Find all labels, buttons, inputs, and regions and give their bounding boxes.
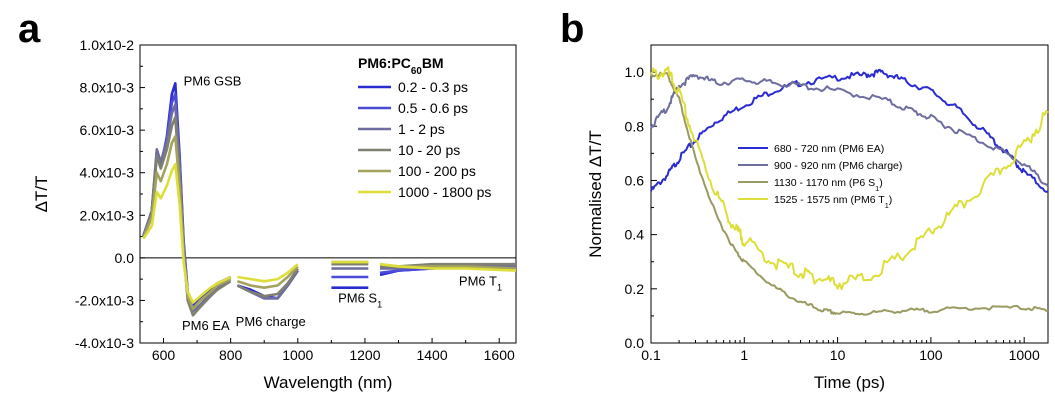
text-tail: BM bbox=[422, 55, 444, 71]
legend-label: 1000 - 1800 ps bbox=[398, 184, 491, 200]
x-tick-label: 600 bbox=[152, 347, 176, 363]
series-line-4-seg-0 bbox=[142, 135, 232, 311]
annotation: PM6 EA bbox=[182, 318, 230, 333]
x-tick-label: 0.1 bbox=[641, 347, 661, 363]
subscript: 1 bbox=[875, 184, 879, 193]
y-axis-label: ΔT/T bbox=[32, 176, 51, 213]
y-tick-label: 0.0 bbox=[625, 335, 645, 351]
legend-label: 0.5 - 0.6 ps bbox=[398, 100, 468, 116]
x-tick-label: 100 bbox=[919, 347, 943, 363]
subscript: 1 bbox=[497, 283, 502, 293]
x-tick-label: 10 bbox=[830, 347, 846, 363]
y-tick-label: 1.0 bbox=[625, 64, 645, 80]
y-tick-label: 1.0x10-2 bbox=[80, 37, 135, 53]
y-tick-label: 0.4 bbox=[625, 227, 645, 243]
y-tick-label: 0.8 bbox=[625, 118, 645, 134]
y-tick-label: 0.0 bbox=[115, 250, 135, 266]
plot-frame bbox=[650, 44, 1049, 344]
y-tick-label: 6.0x10-3 bbox=[80, 122, 135, 138]
x-axis-label: Wavelength (nm) bbox=[264, 373, 393, 392]
panel-a-letter: a bbox=[18, 7, 41, 51]
y-axis-label: Normalised ΔT/T bbox=[586, 130, 605, 258]
subscript: 1 bbox=[377, 300, 382, 310]
text-tail: ) bbox=[889, 194, 893, 206]
series-line-0 bbox=[650, 68, 1049, 193]
y-tick-label: 4.0x10-3 bbox=[80, 165, 135, 181]
x-tick-label: 1000 bbox=[1009, 347, 1040, 363]
series-line-3 bbox=[650, 66, 1049, 291]
y-tick-label: -4.0x10-3 bbox=[75, 335, 134, 351]
legend-label: 100 - 200 ps bbox=[398, 163, 476, 179]
y-tick-label: 2.0x10-3 bbox=[80, 207, 135, 223]
text-tail: ) bbox=[879, 177, 883, 189]
x-tick-label: 800 bbox=[219, 347, 243, 363]
x-tick-label: 1200 bbox=[349, 347, 380, 363]
subscript: 1 bbox=[885, 201, 889, 210]
chart-b: 0.1 1 10 100 1000 0.0 0.2 0.4 0.6 0.8 1.0 Time (ps)… bbox=[586, 44, 1049, 392]
series-line-5-seg-1 bbox=[237, 263, 299, 283]
legend-label: 10 - 20 ps bbox=[398, 142, 460, 158]
x-tick-label: 1000 bbox=[282, 347, 313, 363]
x-tick-label: 1400 bbox=[416, 347, 447, 363]
series-line-5-seg-3 bbox=[379, 262, 517, 272]
y-tick-label: 8.0x10-3 bbox=[80, 80, 135, 96]
legend-label: 1 - 2 ps bbox=[398, 121, 445, 137]
series-line-1 bbox=[650, 73, 1049, 187]
series-line-5-seg-0 bbox=[142, 162, 232, 304]
x-tick-label: 1600 bbox=[484, 347, 515, 363]
panel-b-letter: b bbox=[560, 7, 584, 51]
legend-title: PM6:PC60BM bbox=[358, 55, 444, 77]
x-axis-label: Time (ps) bbox=[814, 373, 885, 392]
annotation: PM6 GSB bbox=[184, 73, 242, 88]
series-line-3-seg-1 bbox=[236, 267, 299, 298]
legend-label: 680 - 720 nm (PM6 EA) bbox=[774, 143, 884, 155]
legend-label: 1130 - 1170 nm (P6 S1) bbox=[774, 177, 883, 193]
y-tick-label: 0.2 bbox=[625, 281, 645, 297]
annotation: PM6 S1 bbox=[338, 291, 382, 310]
legend-label: 0.2 - 0.3 ps bbox=[398, 79, 468, 95]
series-line-2 bbox=[650, 71, 1049, 316]
annotation: PM6 T1 bbox=[459, 274, 502, 293]
series-line-4-seg-1 bbox=[237, 265, 299, 289]
legend-label: 900 - 920 nm (PM6 charge) bbox=[774, 160, 902, 172]
x-tick-label: 1 bbox=[740, 347, 748, 363]
chart-a: 600 800 1000 1200 1400 1600 -4.0x10-3 -2.0x10-3… bbox=[32, 37, 517, 392]
annotation: PM6 charge bbox=[236, 314, 306, 329]
y-tick-label: -2.0x10-3 bbox=[75, 292, 134, 308]
legend-label: 1525 - 1575 nm (PM6 T1) bbox=[774, 194, 892, 210]
subscript: 60 bbox=[411, 66, 422, 77]
y-tick-label: 0.6 bbox=[625, 172, 645, 188]
